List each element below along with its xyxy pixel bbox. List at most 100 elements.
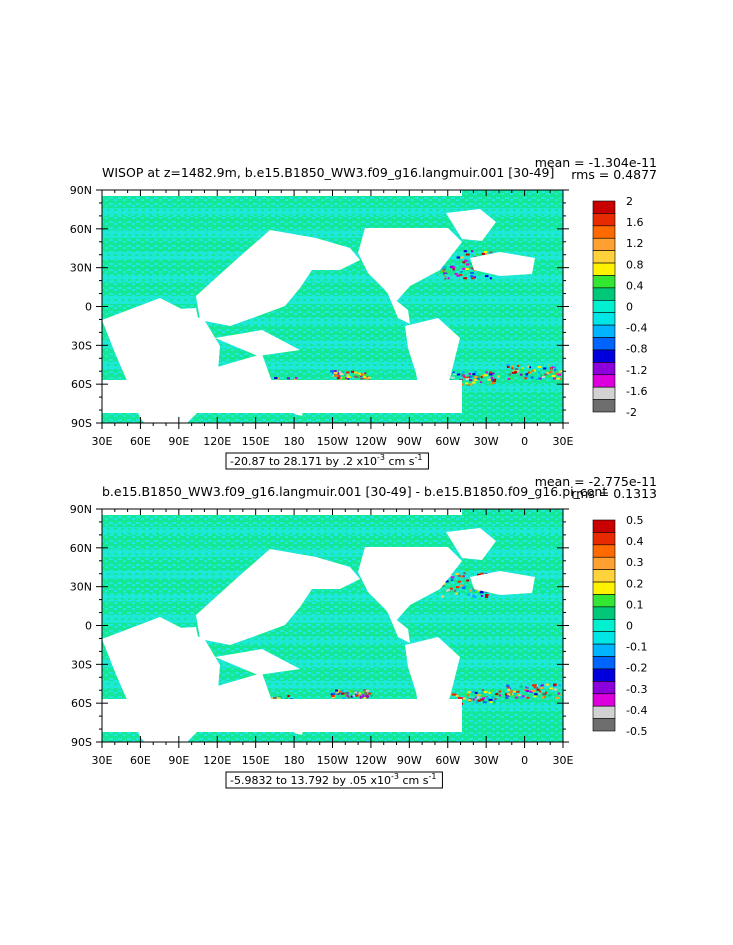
x-tick-label: 30E	[92, 754, 113, 767]
speckle	[481, 252, 486, 255]
speckle	[485, 371, 488, 374]
ocean-band	[102, 230, 563, 238]
speckle	[338, 690, 343, 693]
speckle	[337, 372, 341, 375]
colorbar-box	[592, 275, 616, 289]
speckle	[511, 368, 514, 371]
speckle	[463, 250, 467, 253]
speckle	[369, 690, 372, 693]
speckle	[464, 701, 468, 704]
speckle	[526, 696, 530, 699]
speckle	[533, 686, 536, 689]
speckle	[549, 367, 553, 370]
speckle	[359, 370, 363, 373]
panel-1: WISOP at z=1482.9m, b.e15.B1850_WW3.f09_…	[70, 155, 657, 470]
colorbar-box	[592, 349, 616, 363]
speckle	[470, 570, 473, 573]
speckle	[344, 376, 348, 379]
colorbar-box	[592, 312, 616, 326]
speckle	[365, 689, 370, 692]
speckle	[475, 701, 479, 704]
speckle	[459, 578, 463, 581]
speckle	[363, 376, 366, 379]
speckle	[480, 589, 484, 592]
speckle	[274, 377, 278, 380]
speckle	[514, 696, 519, 699]
range-text: -5.9832 to 13.792 by .05 x10	[230, 774, 391, 787]
speckle	[341, 689, 344, 692]
speckle	[451, 266, 456, 269]
speckle	[332, 692, 336, 695]
speckle	[548, 694, 552, 697]
speckle	[516, 370, 520, 373]
speckle	[474, 378, 478, 381]
speckle	[471, 690, 475, 693]
speckle	[473, 276, 477, 279]
x-tick-label: 90W	[397, 435, 422, 448]
speckle	[488, 373, 493, 376]
speckle	[464, 259, 468, 262]
speckle	[505, 374, 509, 377]
x-tick-label: 180	[284, 754, 305, 767]
speckle	[519, 689, 523, 692]
colorbar-box	[592, 299, 616, 314]
speckle	[344, 694, 348, 697]
speckle	[359, 374, 363, 377]
range-note-box	[225, 771, 443, 789]
speckle	[469, 589, 472, 592]
speckle	[476, 694, 480, 697]
speckle	[360, 373, 364, 376]
speckle	[460, 256, 464, 259]
speckle	[555, 372, 558, 375]
speckle	[484, 253, 488, 256]
speckle	[473, 370, 477, 373]
speckle	[447, 277, 450, 280]
colorbar-box	[592, 656, 616, 670]
speckle	[463, 572, 466, 575]
speckle	[538, 371, 541, 374]
speckle	[467, 383, 471, 386]
mean-label: mean = -1.304e-11	[535, 155, 657, 170]
rms-label: rms = 0.4877	[571, 167, 657, 182]
speckle	[487, 378, 491, 381]
speckle	[331, 371, 335, 374]
speckle	[554, 368, 557, 371]
speckle	[354, 693, 358, 696]
colorbar-label: -0.1	[626, 641, 647, 654]
ocean-band	[102, 593, 563, 601]
colorbar-box	[592, 337, 616, 351]
speckle	[295, 377, 298, 380]
speckle	[511, 371, 516, 374]
speckle	[558, 371, 561, 374]
speckle	[547, 375, 552, 378]
speckle	[359, 377, 364, 380]
y-tick-label: 90S	[71, 417, 92, 430]
speckle	[536, 688, 540, 691]
ocean-band	[102, 659, 563, 667]
speckle	[484, 275, 489, 278]
colorbar-box	[592, 250, 616, 264]
speckle	[368, 372, 373, 375]
speckle	[369, 694, 373, 697]
colorbar-label: -0.2	[626, 662, 647, 675]
speckle	[526, 685, 529, 688]
speckle	[477, 573, 481, 576]
speckle	[479, 591, 484, 594]
speckle	[516, 690, 520, 693]
speckle	[339, 372, 344, 375]
speckle	[278, 695, 282, 698]
speckle	[480, 695, 485, 698]
speckle	[441, 595, 445, 598]
speckle	[491, 382, 496, 385]
speckle	[471, 267, 475, 270]
colorbar-label: -1.6	[626, 385, 647, 398]
speckle	[519, 685, 523, 688]
speckle	[471, 375, 476, 378]
speckle	[534, 693, 538, 696]
speckle	[527, 365, 530, 368]
colorbar-label: 0.8	[626, 258, 644, 271]
ocean-band	[102, 615, 563, 623]
speckle	[463, 376, 466, 379]
speckle	[362, 694, 365, 697]
speckle	[533, 695, 537, 698]
